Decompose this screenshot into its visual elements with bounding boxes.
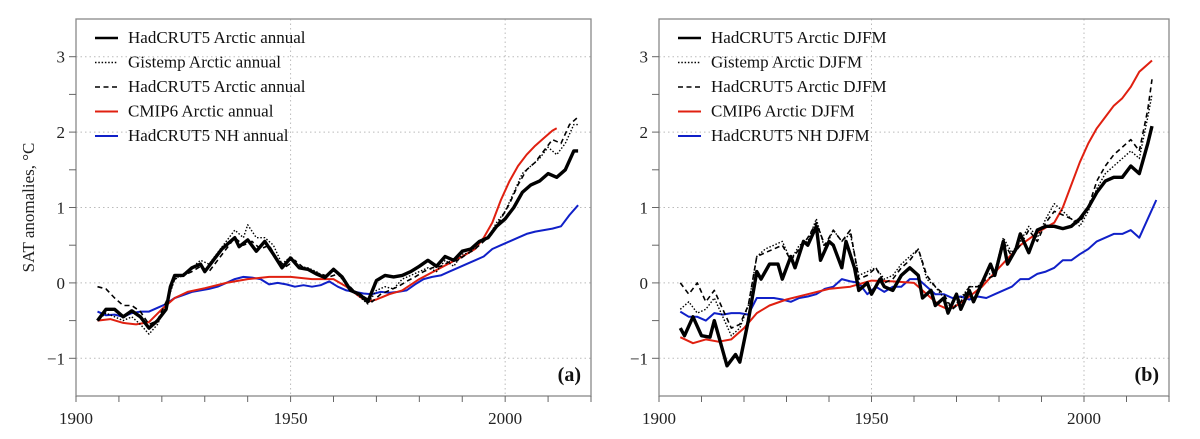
y-tick-label: 0: [640, 274, 649, 293]
legend-label: Gistemp Arctic annual: [128, 53, 281, 72]
x-tick-label: 2000: [488, 409, 522, 428]
series-line-1: [679, 94, 1153, 337]
x-tick-label: 1950: [855, 409, 889, 428]
legend-label: HadCRUT5 Arctic annual: [128, 77, 306, 96]
series-line-4: [97, 204, 579, 318]
x-tick-label: 1950: [274, 409, 308, 428]
y-tick-label: 3: [57, 48, 66, 67]
legend-label: HadCRUT5 NH DJFM: [711, 126, 870, 145]
legend-label: Gistemp Arctic DJFM: [711, 53, 862, 72]
legend-label: HadCRUT5 Arctic DJFM: [711, 28, 887, 47]
y-tick-label: 2: [57, 123, 66, 142]
series-line-0: [678, 125, 1154, 368]
y-axis-label: SAT anomalies, °C: [19, 143, 38, 273]
panel-b: −1 0 1 2 3 1900 1950 2000 HadCRUT5 Arctic DJFM Gi…: [630, 18, 1170, 428]
series-line-1: [97, 123, 579, 335]
y-tick-label: −1: [630, 349, 648, 368]
legend-label: HadCRUT5 Arctic annual: [128, 28, 306, 47]
x-tick-label: 1900: [642, 409, 676, 428]
y-tick-label: 3: [640, 48, 649, 67]
legend-label: HadCRUT5 Arctic DJFM: [711, 77, 887, 96]
y-tick-label: 1: [57, 199, 66, 218]
y-tick-label: −1: [47, 349, 65, 368]
series-line-0: [96, 149, 579, 330]
legend-label: CMIP6 Arctic annual: [128, 102, 274, 121]
legend-label: HadCRUT5 NH annual: [128, 126, 289, 145]
panel-label: (b): [1135, 364, 1159, 386]
y-tick-label: 1: [640, 199, 649, 218]
series-line-3: [679, 59, 1153, 345]
legend-label: CMIP6 Arctic DJFM: [711, 102, 855, 121]
series-line-3: [97, 127, 558, 326]
panel-a: −1 0 1 2 3 1900 1950 2000 HadCRUT5 Arctic annual…: [19, 18, 592, 428]
x-tick-label: 1900: [59, 409, 93, 428]
y-tick-label: 0: [57, 274, 66, 293]
y-tick-label: 2: [640, 123, 649, 142]
panel-label: (a): [558, 364, 581, 386]
x-tick-label: 2000: [1067, 409, 1101, 428]
